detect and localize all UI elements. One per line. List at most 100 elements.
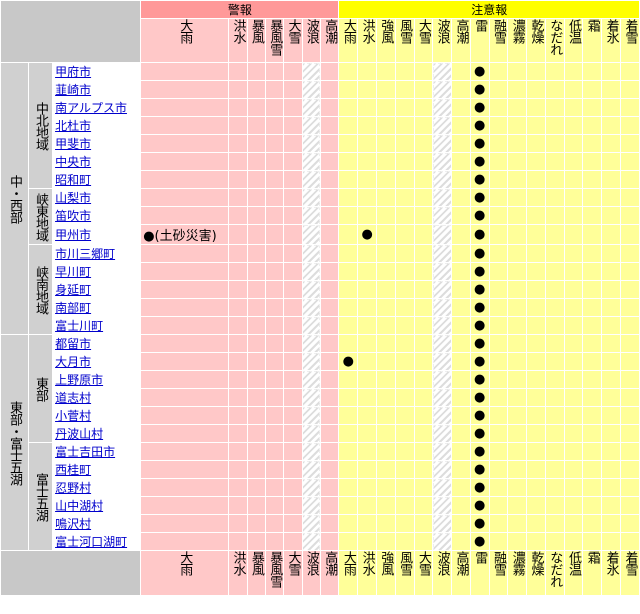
column-label-text: 風雪 <box>397 19 413 44</box>
status-cell <box>432 62 453 81</box>
status-cell <box>507 442 528 461</box>
status-cell <box>413 224 434 245</box>
status-cell <box>601 170 621 189</box>
status-cell <box>582 442 603 461</box>
status-cell <box>619 206 640 225</box>
city-link[interactable]: 都留市 <box>55 337 92 351</box>
status-cell <box>320 442 340 461</box>
status-cell <box>394 388 415 407</box>
status-cell <box>619 388 640 407</box>
status-cell <box>451 532 471 551</box>
status-cell <box>228 496 248 515</box>
city-link[interactable]: 韮崎市 <box>55 83 92 97</box>
status-cell <box>357 514 377 533</box>
status-cell <box>338 188 359 207</box>
status-mark: ● <box>469 460 490 479</box>
status-mark: ● <box>469 424 490 443</box>
city-link[interactable]: 道志村 <box>55 391 92 405</box>
city-link[interactable]: 丹波山村 <box>55 427 104 441</box>
subregion: 峡南地域 <box>28 244 54 335</box>
column-label: 大雪 <box>413 18 434 63</box>
city-link[interactable]: 富士川町 <box>55 319 104 333</box>
status-cell <box>376 80 396 99</box>
city-link[interactable]: 昭和町 <box>55 173 92 187</box>
status-cell <box>338 134 359 153</box>
status-cell <box>265 514 285 533</box>
status-cell <box>338 80 359 99</box>
status-cell <box>246 134 267 153</box>
city-link[interactable]: 鳴沢村 <box>55 517 92 531</box>
city-link[interactable]: 南アルプス市 <box>55 101 127 115</box>
status-cell <box>228 370 248 389</box>
column-label: 乾燥 <box>526 18 546 63</box>
status-cell <box>507 62 528 81</box>
city-link[interactable]: 市川三郷町 <box>55 247 116 261</box>
city-cell: 甲斐市 <box>52 134 142 153</box>
status-cell <box>376 478 396 497</box>
status-cell <box>228 188 248 207</box>
status-cell <box>283 170 303 189</box>
status-cell <box>526 244 546 263</box>
city-link[interactable]: 南部町 <box>55 301 92 315</box>
status-cell <box>432 116 453 135</box>
city-link[interactable]: 上野原市 <box>55 373 104 387</box>
status-cell <box>140 370 230 389</box>
status-cell <box>507 224 528 245</box>
city-link[interactable]: 西桂町 <box>55 463 92 477</box>
status-cell <box>265 134 285 153</box>
column-label: 洪水 <box>357 550 377 596</box>
column-label-text: 風雪 <box>397 551 413 576</box>
status-cell <box>228 98 248 117</box>
city-link[interactable]: 早川町 <box>55 265 92 279</box>
status-cell <box>451 370 471 389</box>
status-cell <box>563 98 584 117</box>
city-row: 早川町 ● <box>1 262 640 281</box>
city-link[interactable]: 笛吹市 <box>55 209 92 223</box>
status-cell <box>413 298 434 317</box>
city-link[interactable]: 身延町 <box>55 283 92 297</box>
city-link[interactable]: 忍野村 <box>55 481 92 495</box>
status-cell <box>601 424 621 443</box>
status-cell <box>246 280 267 299</box>
status-cell <box>357 280 377 299</box>
city-link[interactable]: 甲州市 <box>55 228 92 242</box>
status-cell <box>544 98 565 117</box>
city-link[interactable]: 甲斐市 <box>55 137 92 151</box>
status-cell <box>582 388 603 407</box>
status-cell <box>301 334 322 353</box>
status-cell <box>601 206 621 225</box>
status-cell <box>544 224 565 245</box>
status-cell <box>394 206 415 225</box>
status-cell <box>544 514 565 533</box>
status-cell <box>283 62 303 81</box>
status-cell <box>413 424 434 443</box>
column-label-text: 高潮 <box>453 551 469 576</box>
status-cell <box>228 514 248 533</box>
status-cell <box>283 316 303 335</box>
column-label-text: なだれ <box>547 19 563 56</box>
column-label-text: 強風 <box>378 19 394 44</box>
city-link[interactable]: 北杜市 <box>55 119 92 133</box>
status-cell <box>619 514 640 533</box>
city-link[interactable]: 甲府市 <box>55 65 92 79</box>
status-cell <box>140 80 230 99</box>
city-link[interactable]: 山梨市 <box>55 191 92 205</box>
city-link[interactable]: 山中湖村 <box>55 499 104 513</box>
status-cell <box>507 532 528 551</box>
city-link[interactable]: 大月市 <box>55 355 92 369</box>
status-cell <box>283 116 303 135</box>
city-link[interactable]: 富士河口湖町 <box>55 535 128 549</box>
status-cell <box>338 532 359 551</box>
city-link[interactable]: 小菅村 <box>55 409 92 423</box>
status-cell <box>283 298 303 317</box>
city-link[interactable]: 富士吉田市 <box>55 445 116 459</box>
status-cell <box>563 298 584 317</box>
column-label: なだれ <box>544 550 565 596</box>
region: 中・西部 <box>0 62 30 335</box>
status-cell <box>507 206 528 225</box>
city-link[interactable]: 中央市 <box>55 155 92 169</box>
status-cell <box>357 298 377 317</box>
status-cell <box>488 442 509 461</box>
city-cell: 早川町 <box>52 262 142 281</box>
